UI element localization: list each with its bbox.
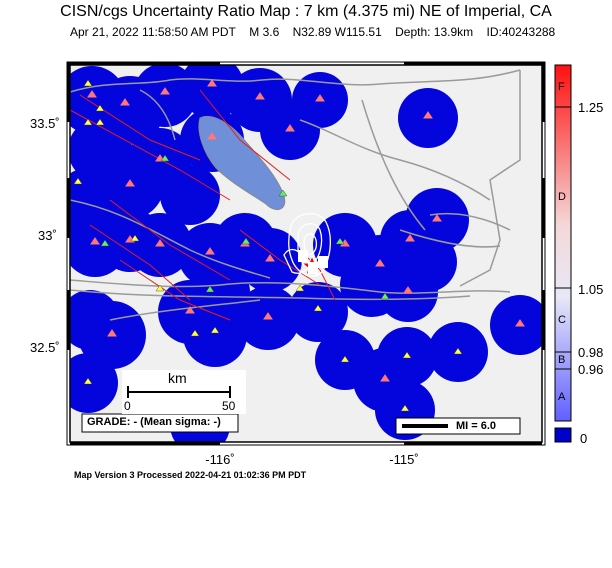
event-date: Apr 21, 2022 11:58:50 AM PDT (70, 25, 236, 39)
scale-bar-title: km (168, 370, 187, 386)
seismic-stations-red (87, 79, 525, 382)
lon-label-115: -115˚ (389, 452, 419, 467)
scale-bar-max: 50 (222, 399, 236, 413)
colorbar-letter-f: F (558, 81, 565, 93)
map-title: CISN/cgs Uncertainty Ratio Map : 7 km (4… (60, 3, 552, 20)
epicenter-marker (298, 250, 328, 277)
map-frame (66, 61, 546, 446)
event-id: ID:40243288 (486, 25, 556, 39)
colorbar-value-0-98: 0.98 (578, 345, 604, 360)
colorbar-value-1-05: 1.05 (578, 282, 604, 297)
colorbar-value-1-25: 1.25 (578, 100, 604, 115)
colorbar (554, 64, 572, 443)
colorbar-letter-c: C (558, 314, 566, 326)
colorbar-value-0-96: 0.96 (578, 362, 604, 377)
lat-label-33: 33˚ (38, 228, 57, 243)
frame-ticks (67, 62, 545, 445)
seismic-stations-yellow (73, 79, 463, 412)
grade-text: GRADE: - (Mean sigma: -) (87, 416, 221, 428)
station-coverage-blobs (70, 65, 542, 442)
colorbar-letter-a: A (558, 391, 566, 403)
salton-sea (198, 116, 286, 211)
event-info: Apr 21, 2022 11:58:50 AM PDT M 3.6 N32.8… (70, 25, 555, 39)
mi-legend-text: MI = 6.0 (456, 420, 497, 432)
colorbar-value-0: 0 (580, 431, 588, 446)
lat-label-32-5: 32.5˚ (30, 340, 60, 355)
map-version-footer: Map Version 3 Processed 2022-04-21 01:02… (74, 470, 307, 480)
map-area (70, 65, 542, 442)
colorbar-letter-b: B (558, 354, 566, 366)
event-location: N32.89 W115.51 (292, 25, 382, 39)
lon-label-116: -116˚ (205, 452, 235, 467)
event-magnitude: M 3.6 (249, 25, 280, 39)
colorbar-letter-d: D (558, 191, 566, 203)
faults (70, 89, 336, 321)
seismic-stations-green (100, 154, 390, 300)
scale-bar (122, 370, 246, 414)
lat-label-33-5: 33.5˚ (30, 116, 60, 131)
roads (70, 69, 521, 321)
mi-legend (395, 417, 521, 435)
event-depth: Depth: 13.9km (395, 25, 474, 39)
scale-bar-min: 0 (124, 399, 131, 413)
